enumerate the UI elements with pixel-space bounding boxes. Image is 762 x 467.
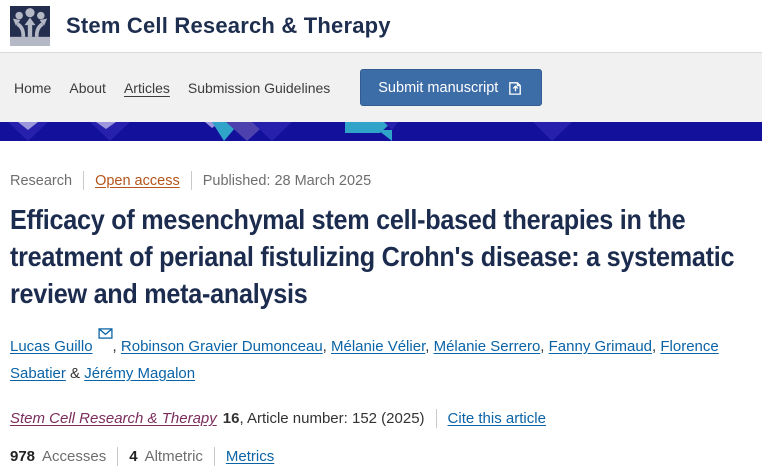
altmetric-count: 4 bbox=[129, 448, 138, 465]
author-link[interactable]: Fanny Grimaud bbox=[548, 338, 653, 355]
site-header: Stem Cell Research & Therapy bbox=[0, 0, 762, 52]
volume-number: 16 bbox=[222, 410, 240, 427]
cite-this-article-link[interactable]: Cite this article bbox=[447, 410, 546, 427]
open-access-link[interactable]: Open access bbox=[95, 172, 180, 189]
accesses-label: Accesses bbox=[42, 448, 107, 465]
citation-row: Stem Cell Research & Therapy 16 , Articl… bbox=[10, 409, 752, 428]
divider bbox=[190, 171, 192, 190]
author-list: Lucas Guillo, Robinson Gravier Dumonceau… bbox=[10, 328, 752, 387]
article-meta-row: Research Open access Published: 28 March… bbox=[10, 171, 752, 190]
accesses-count: 978 bbox=[10, 448, 36, 465]
submit-manuscript-label: Submit manuscript bbox=[378, 79, 499, 96]
author-separator: , bbox=[322, 338, 332, 355]
author-link[interactable]: Robinson Gravier Dumonceau bbox=[120, 338, 323, 355]
divider bbox=[117, 447, 119, 466]
nav-item-articles[interactable]: Articles bbox=[123, 79, 170, 96]
journal-title: Stem Cell Research & Therapy bbox=[66, 13, 391, 38]
main-nav: Home About Articles Submission Guideline… bbox=[0, 52, 762, 122]
author-link[interactable]: Florence Sabatier bbox=[10, 338, 719, 382]
author-separator: , bbox=[425, 338, 434, 355]
metrics-link[interactable]: Metrics bbox=[225, 448, 275, 465]
article-title: Efficacy of mesenchymal stem cell-based … bbox=[10, 204, 735, 309]
author-link[interactable]: Mélanie Vélier bbox=[331, 338, 426, 355]
nav-item-about[interactable]: About bbox=[69, 79, 106, 96]
author-link[interactable]: Lucas Guillo bbox=[10, 338, 93, 355]
divider bbox=[435, 409, 437, 428]
author-separator: , bbox=[652, 338, 661, 355]
email-icon[interactable] bbox=[97, 328, 113, 342]
author-link[interactable]: Jérémy Magalon bbox=[84, 365, 196, 382]
author-last-separator: & bbox=[65, 365, 85, 382]
author-link[interactable]: Mélanie Serrero bbox=[433, 338, 541, 355]
published-date: Published: 28 March 2025 bbox=[202, 172, 372, 189]
author-separator: , bbox=[540, 338, 549, 355]
submit-manuscript-button[interactable]: Submit manuscript bbox=[360, 69, 543, 106]
nav-item-submission-guidelines[interactable]: Submission Guidelines bbox=[187, 79, 331, 96]
citation-details: , Article number: 152 (2025) bbox=[239, 410, 425, 427]
article-type-label: Research bbox=[10, 172, 73, 189]
altmetric-label: Altmetric bbox=[144, 448, 203, 465]
submit-upload-icon bbox=[507, 79, 524, 96]
article-header: Research Open access Published: 28 March… bbox=[0, 141, 762, 466]
divider bbox=[213, 447, 215, 466]
nav-item-home[interactable]: Home bbox=[14, 79, 52, 96]
decorative-banner bbox=[0, 122, 762, 141]
author-separator: , bbox=[112, 338, 121, 355]
divider bbox=[83, 171, 85, 190]
journal-logo-icon[interactable] bbox=[10, 6, 50, 46]
metrics-row: 978 Accesses 4 Altmetric Metrics bbox=[10, 447, 752, 466]
journal-citation-link[interactable]: Stem Cell Research & Therapy bbox=[10, 410, 217, 427]
